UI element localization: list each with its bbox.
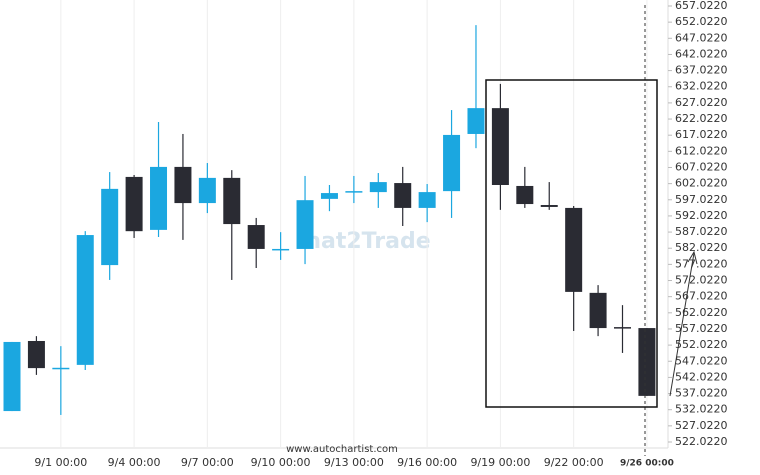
candle-body bbox=[638, 328, 656, 396]
candle-body bbox=[247, 225, 265, 249]
y-tick-label: 522.0220 bbox=[675, 435, 728, 448]
candle-body bbox=[272, 248, 290, 251]
candle-body bbox=[125, 176, 143, 232]
candle-body bbox=[296, 200, 314, 249]
y-tick-label: 622.0220 bbox=[675, 112, 728, 125]
candle-body bbox=[443, 134, 461, 192]
x-tick-label: 9/1 00:00 bbox=[34, 456, 87, 469]
y-tick-label: 562.0220 bbox=[675, 306, 728, 319]
y-tick-label: 582.0220 bbox=[675, 241, 728, 254]
y-tick-label: 592.0220 bbox=[675, 209, 728, 222]
candle-body bbox=[467, 108, 485, 134]
candle-body bbox=[394, 183, 412, 208]
candle-body bbox=[516, 185, 534, 205]
y-tick-label: 542.0220 bbox=[675, 370, 728, 383]
watermark: hat2Trade bbox=[305, 229, 430, 254]
candle-body bbox=[369, 182, 387, 193]
y-tick-label: 557.0220 bbox=[675, 322, 728, 335]
candle-body bbox=[614, 327, 631, 329]
x-tick-label: 9/26 00:00 bbox=[620, 459, 674, 469]
arrow-head bbox=[687, 250, 698, 265]
y-tick-label: 627.0220 bbox=[675, 96, 728, 109]
y-tick-label: 607.0220 bbox=[675, 160, 728, 173]
x-tick-label: 9/22 00:00 bbox=[544, 456, 604, 469]
y-tick-label: 647.0220 bbox=[675, 31, 728, 44]
candle-body bbox=[52, 367, 70, 370]
candle-body bbox=[101, 188, 119, 266]
candle-body bbox=[174, 166, 192, 204]
y-tick-label: 577.0220 bbox=[675, 257, 728, 270]
candle-body bbox=[418, 192, 436, 208]
candle-body bbox=[589, 292, 607, 329]
source: www.autochartist.com bbox=[286, 444, 398, 455]
y-tick-label: 537.0220 bbox=[675, 387, 728, 400]
y-tick-label: 547.0220 bbox=[675, 354, 728, 367]
pattern-box bbox=[485, 79, 658, 408]
y-tick-label: 527.0220 bbox=[675, 419, 728, 432]
candle-body bbox=[150, 166, 168, 230]
x-tick-label: 9/10 00:00 bbox=[251, 456, 311, 469]
y-tick-label: 532.0220 bbox=[675, 403, 728, 416]
y-tick-label: 657.0220 bbox=[675, 0, 728, 12]
y-tick-label: 642.0220 bbox=[675, 47, 728, 60]
y-tick-label: 552.0220 bbox=[675, 338, 728, 351]
y-tick-label: 597.0220 bbox=[675, 193, 728, 206]
candle-body bbox=[198, 177, 216, 204]
candle-body bbox=[223, 177, 241, 225]
candle-body bbox=[76, 235, 94, 365]
y-tick-label: 617.0220 bbox=[675, 128, 728, 141]
candle-body bbox=[565, 207, 583, 292]
x-tick-label: 9/4 00:00 bbox=[108, 456, 161, 469]
candle-body bbox=[491, 108, 509, 185]
x-tick-label: 9/13 00:00 bbox=[324, 456, 384, 469]
candle-body bbox=[3, 341, 21, 412]
x-tick-label: 9/7 00:00 bbox=[181, 456, 234, 469]
y-tick-label: 587.0220 bbox=[675, 225, 728, 238]
candle-body bbox=[27, 340, 45, 369]
candle-body bbox=[540, 205, 558, 207]
forecast-arrow bbox=[669, 252, 695, 397]
candle-body bbox=[320, 193, 338, 199]
y-tick-label: 637.0220 bbox=[675, 64, 728, 77]
y-tick-label: 567.0220 bbox=[675, 290, 728, 303]
y-tick-label: 602.0220 bbox=[675, 177, 728, 190]
x-tick-label: 9/19 00:00 bbox=[470, 456, 530, 469]
candle-body bbox=[345, 191, 363, 193]
x-tick-label: 9/16 00:00 bbox=[397, 456, 457, 469]
y-tick-label: 652.0220 bbox=[675, 15, 728, 28]
y-tick-label: 612.0220 bbox=[675, 144, 728, 157]
y-tick-label: 632.0220 bbox=[675, 80, 728, 93]
y-tick-label: 572.0220 bbox=[675, 274, 728, 287]
